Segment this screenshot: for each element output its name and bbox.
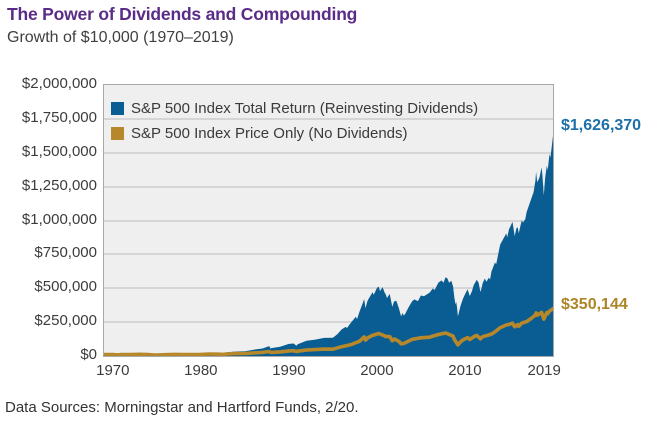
gridline [104, 117, 553, 120]
gridline [104, 253, 553, 256]
gridline [104, 185, 553, 188]
x-axis-tick-label: 1980 [184, 362, 218, 379]
end-value-label-total-return: $1,626,370 [561, 117, 642, 134]
price-only-color-swatch [111, 127, 124, 140]
y-axis-tick-label: $1,750,000 [21, 108, 97, 126]
legend-label-total-return: S&P 500 Index Total Return (Reinvesting … [131, 100, 479, 117]
chart-plot-area: S&P 500 Index Total Return (Reinvesting … [103, 84, 554, 357]
gridline [104, 151, 553, 154]
x-axis-tick-label: 1970 [96, 362, 130, 379]
chart-legend: S&P 500 Index Total Return (Reinvesting … [111, 96, 478, 146]
x-axis-tick-label: 1990 [272, 362, 306, 379]
y-axis-tick-label: $750,000 [34, 244, 97, 262]
gridline [104, 287, 553, 290]
y-axis-tick-label: $250,000 [34, 312, 97, 330]
y-axis-tick-label: $1,250,000 [21, 176, 97, 194]
y-axis-tick-label: $0 [80, 346, 97, 363]
y-axis-tick-label: $500,000 [34, 278, 97, 296]
price-only-line-series [104, 306, 553, 356]
gridline [104, 321, 553, 324]
total-return-color-swatch [111, 102, 124, 115]
total-return-area-series [104, 135, 553, 356]
x-axis-tick-label: 2019 [527, 362, 561, 379]
end-value-label-price-only: $350,144 [561, 296, 628, 313]
y-axis-tick-label: $1,500,000 [21, 142, 97, 160]
data-sources-note: Data Sources: Morningstar and Hartford F… [5, 399, 359, 416]
legend-item-price-only: S&P 500 Index Price Only (No Dividends) [111, 121, 478, 146]
x-axis-tick-label: 2000 [360, 362, 394, 379]
y-axis-tick-label: $2,000,000 [21, 75, 97, 92]
page-title: The Power of Dividends and Compounding [7, 4, 358, 24]
x-axis-tick-label: 2010 [448, 362, 482, 379]
chart-canvas [104, 135, 553, 356]
legend-item-total-return: S&P 500 Index Total Return (Reinvesting … [111, 96, 478, 121]
gridline [104, 219, 553, 222]
legend-label-price-only: S&P 500 Index Price Only (No Dividends) [131, 125, 408, 142]
page-subtitle: Growth of $10,000 (1970–2019) [7, 29, 234, 46]
y-axis-tick-label: $1,000,000 [21, 210, 97, 228]
